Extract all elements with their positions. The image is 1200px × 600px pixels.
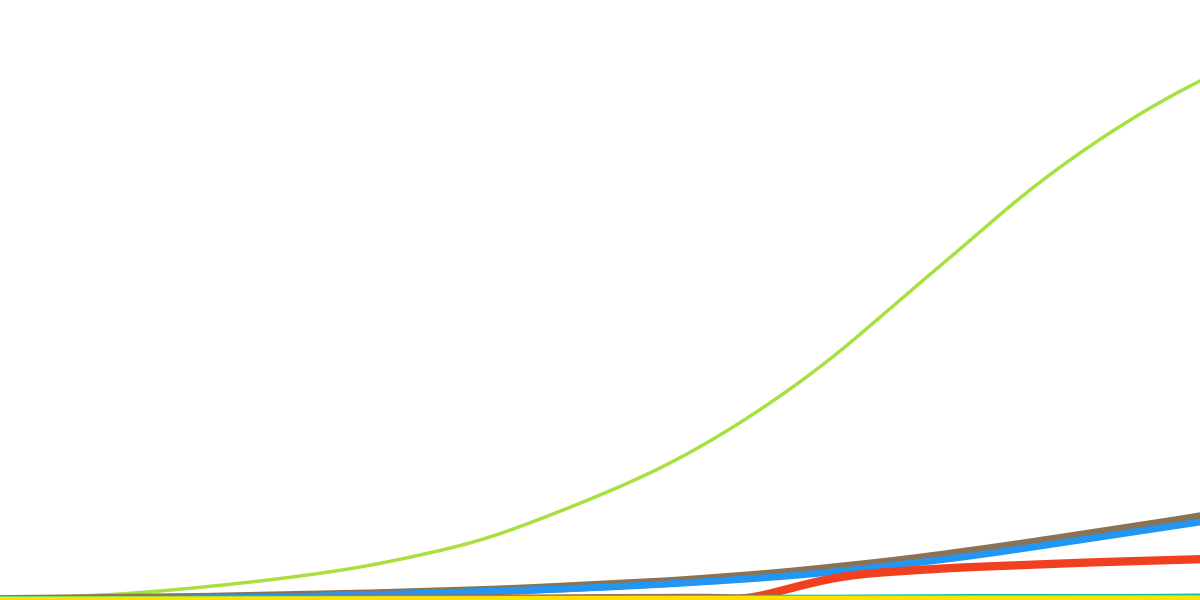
Gate (0, 596, 7, 600)
Yellow (1193, 595, 1200, 600)
OKX (1164, 523, 1178, 530)
Teal (642, 595, 656, 600)
Binance (0, 596, 7, 600)
Yellow (563, 596, 577, 600)
OKX (563, 585, 577, 592)
OKX (977, 551, 991, 558)
Yellow (570, 596, 584, 600)
Yellow (977, 595, 991, 600)
Binance (977, 225, 991, 232)
Gate (642, 595, 656, 600)
Yellow (707, 596, 721, 600)
Line: Huobi: Huobi (0, 517, 1200, 600)
OKX (0, 596, 7, 600)
Line: Teal: Teal (0, 598, 1200, 600)
Huobi (570, 583, 584, 590)
OKX (570, 585, 584, 592)
Yellow (1164, 595, 1178, 600)
OKX (1193, 518, 1200, 526)
Teal (0, 596, 7, 600)
Binance (1193, 77, 1200, 85)
Teal (570, 595, 584, 600)
Binance (570, 501, 584, 508)
Gate (707, 595, 721, 600)
OKX (642, 581, 656, 589)
Teal (977, 595, 991, 600)
Huobi (0, 596, 7, 600)
Line: Yellow: Yellow (0, 599, 1200, 600)
Teal (1193, 594, 1200, 600)
Teal (563, 595, 577, 600)
Yellow (0, 596, 7, 600)
Huobi (707, 575, 721, 583)
Gate (977, 563, 991, 570)
Line: OKX: OKX (0, 522, 1200, 600)
Teal (707, 595, 721, 600)
Line: Gate: Gate (0, 559, 1200, 600)
Gate (1193, 556, 1200, 563)
Huobi (563, 584, 577, 591)
Binance (1164, 92, 1178, 100)
Binance (642, 470, 656, 477)
Gate (1164, 557, 1178, 564)
Huobi (1193, 514, 1200, 521)
Yellow (642, 596, 656, 600)
Teal (1164, 595, 1178, 600)
Gate (570, 595, 584, 600)
Line: Binance: Binance (0, 81, 1200, 600)
Binance (563, 503, 577, 511)
Huobi (1164, 518, 1178, 526)
OKX (707, 578, 721, 585)
Huobi (642, 580, 656, 587)
Binance (707, 435, 721, 442)
Gate (563, 595, 577, 600)
Huobi (977, 547, 991, 554)
